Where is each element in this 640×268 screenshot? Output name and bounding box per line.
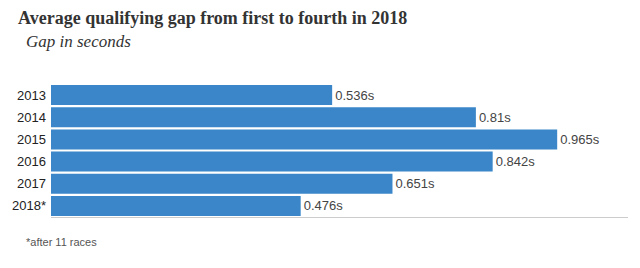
svg-text:2015: 2015 xyxy=(17,132,46,147)
svg-text:2017: 2017 xyxy=(17,176,46,191)
svg-text:Gap in seconds: Gap in seconds xyxy=(26,32,131,51)
svg-text:0.651s: 0.651s xyxy=(395,176,435,191)
svg-text:0.81s: 0.81s xyxy=(479,110,511,125)
svg-text:2013: 2013 xyxy=(17,88,46,103)
svg-text:0.536s: 0.536s xyxy=(335,88,375,103)
svg-text:*after 11 races: *after 11 races xyxy=(26,236,97,248)
svg-text:2016: 2016 xyxy=(17,154,46,169)
svg-text:0.842s: 0.842s xyxy=(496,154,536,169)
svg-text:0.476s: 0.476s xyxy=(304,198,344,213)
svg-text:Average qualifying gap from fi: Average qualifying gap from first to fou… xyxy=(18,8,407,28)
svg-text:2018*: 2018* xyxy=(12,198,46,213)
svg-text:2014: 2014 xyxy=(17,110,46,125)
svg-text:0.965s: 0.965s xyxy=(560,132,600,147)
